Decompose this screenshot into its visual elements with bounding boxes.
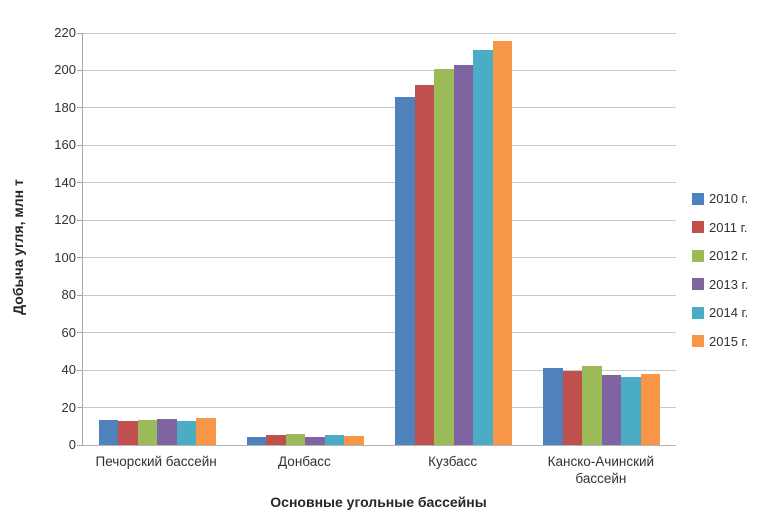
bar-2010-2 [246, 436, 267, 445]
legend-swatch-icon [692, 192, 704, 205]
bar-2011-4 [562, 371, 583, 445]
y-tick-mark [77, 332, 83, 334]
bar-2012-3 [434, 68, 454, 445]
y-tick-label: 120 [54, 212, 76, 228]
bar-2014-2 [324, 434, 345, 445]
y-tick-mark [77, 407, 83, 409]
bar-2013-1 [157, 418, 177, 445]
legend-item: 2015 г. [692, 333, 749, 349]
bar-2014-4 [621, 376, 641, 445]
y-tick-label: 20 [61, 399, 76, 415]
y-tick-label: 180 [54, 99, 76, 115]
bar-2015-1 [196, 417, 216, 445]
legend-swatch-icon [692, 249, 704, 262]
bar-2014-1 [176, 420, 197, 445]
gridline [83, 182, 676, 184]
bar-2013-3 [453, 64, 474, 445]
bar-2010-3 [395, 96, 415, 445]
y-tick-label: 220 [54, 25, 76, 40]
legend-label: 2012 г. [709, 248, 749, 263]
y-axis-title: Добыча угля, млн т [10, 179, 26, 315]
gridline [83, 407, 676, 409]
legend-swatch-icon [692, 306, 704, 319]
legend-label: 2015 г. [709, 333, 749, 349]
y-tick-mark [77, 369, 83, 371]
bar-2013-4 [601, 374, 622, 445]
y-tick-mark [77, 444, 83, 446]
gridline [83, 219, 676, 221]
legend-item: 2010 г. [692, 191, 749, 206]
y-tick-label: 40 [61, 362, 76, 378]
y-tick-mark [77, 69, 83, 71]
bar-2010-4 [543, 368, 563, 445]
x-tick-label: Канско-Ачинский бассейн [547, 454, 655, 486]
y-tick-mark [77, 294, 83, 296]
y-tick-label: 0 [68, 437, 76, 452]
x-tick-label: Донбасс [278, 454, 331, 469]
bar-2011-3 [414, 85, 435, 445]
x-tick-label: Кузбасс [428, 454, 478, 469]
gridline [83, 332, 676, 334]
bar-2015-4 [640, 373, 661, 445]
y-tick-mark [77, 32, 83, 34]
y-tick-mark [77, 144, 83, 146]
gridline [83, 107, 676, 109]
y-tick-label: 160 [54, 137, 76, 153]
legend-label: 2013 г. [709, 276, 749, 292]
y-tick-label: 80 [61, 287, 76, 303]
y-tick-mark [77, 219, 83, 221]
legend: 2010 г. 2011 г. 2012 г. 2013 г. 2014 г. 2015 … [692, 191, 749, 363]
gridline [83, 144, 676, 146]
gridline [83, 257, 676, 259]
legend-label: 2011 г. [709, 219, 748, 235]
x-tick-label: Печорский бассейн [95, 454, 217, 469]
bar-2011-1 [118, 420, 138, 445]
legend-item: 2012 г. [692, 248, 749, 263]
bar-2011-2 [266, 434, 286, 445]
legend-item: 2013 г. [692, 276, 749, 292]
y-tick-label: 200 [54, 62, 76, 78]
bar-2014-3 [473, 49, 493, 445]
legend-item: 2011 г. [692, 219, 748, 235]
y-tick-mark [77, 107, 83, 109]
y-tick-mark [77, 257, 83, 259]
x-axis-title: Основные угольные бассейны [270, 494, 487, 510]
gridline [83, 294, 676, 296]
gridline [83, 369, 676, 371]
bar-2013-2 [305, 436, 325, 445]
plot-area [77, 32, 676, 446]
gridline [83, 69, 676, 71]
legend-label: 2010 г. [709, 191, 749, 206]
legend-swatch-icon [692, 221, 704, 233]
bar-2015-2 [344, 435, 364, 445]
bar-2012-1 [137, 419, 158, 445]
bar-2012-2 [285, 433, 306, 445]
legend-label: 2014 г. [709, 305, 749, 320]
legend-swatch-icon [692, 335, 704, 347]
y-tick-mark [77, 182, 83, 184]
bar-2015-3 [492, 41, 513, 445]
bar-2012-4 [582, 366, 602, 445]
y-tick-label: 100 [54, 249, 76, 265]
legend-item: 2014 г. [692, 305, 749, 320]
y-tick-label: 60 [61, 324, 76, 340]
y-tick-label: 140 [54, 174, 76, 190]
legend-swatch-icon [692, 278, 704, 290]
bar-2010-1 [98, 419, 119, 445]
gridline [83, 32, 676, 34]
